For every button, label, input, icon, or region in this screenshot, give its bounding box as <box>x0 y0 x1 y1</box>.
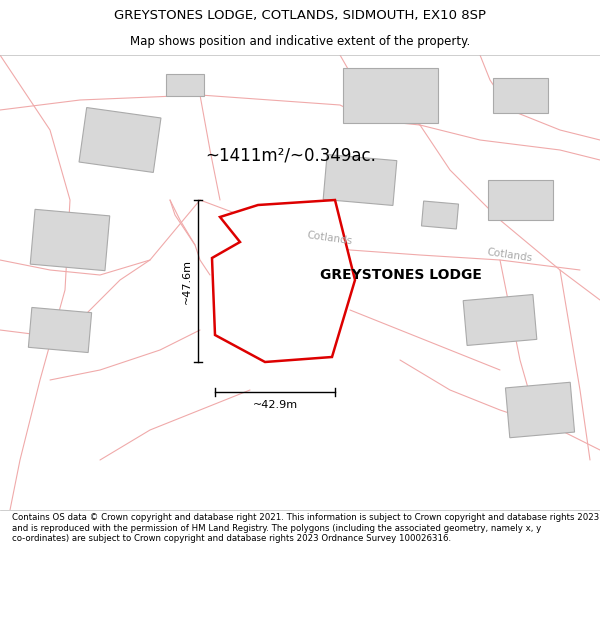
Polygon shape <box>493 78 548 112</box>
Polygon shape <box>505 382 575 438</box>
Polygon shape <box>28 308 92 352</box>
Polygon shape <box>166 74 204 96</box>
Polygon shape <box>421 201 458 229</box>
Text: ~1411m²/~0.349ac.: ~1411m²/~0.349ac. <box>205 146 376 164</box>
Text: Cotlands: Cotlands <box>307 230 353 246</box>
Polygon shape <box>463 294 537 346</box>
Text: ~47.6m: ~47.6m <box>182 259 192 304</box>
Polygon shape <box>323 154 397 206</box>
Text: GREYSTONES LODGE, COTLANDS, SIDMOUTH, EX10 8SP: GREYSTONES LODGE, COTLANDS, SIDMOUTH, EX… <box>114 9 486 22</box>
Text: Cotlands: Cotlands <box>487 247 533 263</box>
Polygon shape <box>487 180 553 220</box>
Text: Contains OS data © Crown copyright and database right 2021. This information is : Contains OS data © Crown copyright and d… <box>12 514 599 543</box>
Text: Map shows position and indicative extent of the property.: Map shows position and indicative extent… <box>130 35 470 48</box>
Polygon shape <box>30 209 110 271</box>
Text: ~42.9m: ~42.9m <box>253 400 298 410</box>
Polygon shape <box>212 200 355 362</box>
Polygon shape <box>343 68 437 122</box>
Polygon shape <box>79 107 161 172</box>
Text: GREYSTONES LODGE: GREYSTONES LODGE <box>320 268 482 282</box>
